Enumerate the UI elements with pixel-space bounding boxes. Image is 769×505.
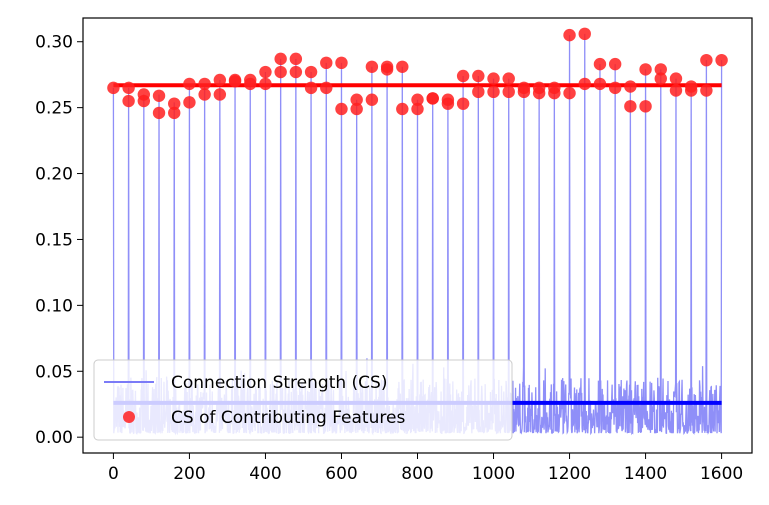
legend: Connection Strength (CS) CS of Contribut… bbox=[93, 359, 513, 441]
x-tick-label: 1200 bbox=[548, 464, 591, 484]
contributing-feature-point bbox=[213, 88, 227, 101]
contributing-feature-point bbox=[502, 85, 515, 99]
x-tick-label: 800 bbox=[401, 464, 433, 484]
x-axis: 0 200 400 600 800 1000 1200 1400 1600 bbox=[108, 453, 743, 484]
contributing-feature-point bbox=[684, 84, 698, 97]
contributing-feature-point bbox=[228, 75, 242, 88]
contributing-feature-point bbox=[289, 52, 303, 66]
contributing-feature-point bbox=[122, 94, 135, 108]
x-tick-label: 1400 bbox=[624, 464, 667, 484]
contributing-feature-point bbox=[304, 81, 318, 95]
y-tick-label: 0.15 bbox=[35, 230, 73, 250]
contributing-feature-point bbox=[456, 97, 470, 110]
contributing-feature-point bbox=[335, 56, 348, 70]
contributing-feature-point bbox=[456, 69, 470, 83]
contributing-feature-point bbox=[639, 100, 652, 113]
contributing-feature-point bbox=[411, 102, 424, 116]
contributing-feature-point bbox=[198, 77, 211, 91]
x-tick-label: 1000 bbox=[472, 464, 515, 484]
contributing-feature-point bbox=[715, 53, 728, 67]
y-tick-label: 0.00 bbox=[35, 428, 73, 448]
contributing-feature-point bbox=[654, 63, 667, 76]
x-tick-label: 200 bbox=[173, 464, 205, 484]
contributing-feature-point bbox=[168, 97, 181, 110]
contributing-feature-point bbox=[152, 89, 166, 102]
x-tick-label: 1600 bbox=[700, 464, 743, 484]
contributing-feature-point bbox=[624, 100, 637, 113]
contributing-feature-point bbox=[350, 102, 363, 116]
contributing-feature-point bbox=[411, 93, 424, 106]
contributing-feature-point bbox=[137, 94, 151, 108]
contributing-feature-point bbox=[320, 81, 333, 95]
contributing-feature-point bbox=[335, 102, 348, 116]
y-axis: 0.00 0.05 0.10 0.15 0.20 0.25 0.30 bbox=[35, 33, 83, 448]
contributing-feature-point bbox=[259, 65, 272, 79]
contributing-feature-point bbox=[396, 60, 409, 73]
contributing-feature-point bbox=[639, 63, 652, 76]
contributing-feature-point bbox=[578, 77, 591, 91]
contributing-feature-point bbox=[472, 85, 485, 99]
contributing-feature-point bbox=[320, 56, 333, 70]
contributing-feature-point bbox=[198, 88, 211, 101]
x-tick-label: 400 bbox=[249, 464, 281, 484]
contributing-feature-point bbox=[168, 106, 181, 120]
y-tick-label: 0.25 bbox=[35, 99, 73, 119]
x-tick-label: 600 bbox=[325, 464, 357, 484]
contributing-feature-point bbox=[700, 53, 713, 67]
contributing-feature-point bbox=[304, 65, 318, 79]
axes-frame bbox=[82, 17, 753, 454]
contributing-feature-point bbox=[517, 85, 531, 99]
legend-swatch-contributing-features bbox=[123, 411, 135, 423]
contributing-feature-point bbox=[183, 96, 196, 109]
legend-box bbox=[93, 359, 513, 441]
contributing-feature-point bbox=[654, 72, 667, 85]
contributing-feature-point bbox=[563, 28, 576, 42]
contributing-feature-point bbox=[183, 77, 196, 91]
contributing-feature-point bbox=[152, 106, 166, 120]
contributing-feature-point bbox=[669, 72, 683, 85]
legend-label-contributing-features: CS of Contributing Features bbox=[171, 408, 405, 428]
contributing-feature-point bbox=[472, 69, 485, 83]
contributing-feature-point bbox=[578, 27, 591, 41]
contributing-feature-point bbox=[548, 86, 561, 100]
contributing-feature-point bbox=[441, 97, 455, 110]
contributing-feature-point bbox=[487, 72, 500, 85]
contributing-feature-point bbox=[669, 84, 683, 97]
x-tick-label: 0 bbox=[108, 464, 119, 484]
contributing-feature-point bbox=[532, 86, 546, 100]
contributing-feature-point bbox=[289, 65, 303, 79]
contributing-feature-point bbox=[107, 81, 120, 95]
y-tick-label: 0.30 bbox=[35, 33, 73, 53]
contributing-feature-point bbox=[274, 65, 287, 79]
contributing-feature-point bbox=[244, 77, 257, 91]
contributing-feature-point bbox=[608, 81, 622, 95]
contributing-feature-point bbox=[396, 102, 409, 116]
contributing-feature-point bbox=[426, 92, 439, 105]
contributing-feature-point bbox=[502, 72, 515, 85]
contributing-feature-point bbox=[380, 63, 394, 76]
contributing-feature-point bbox=[563, 86, 576, 100]
contributing-feature-point bbox=[365, 60, 379, 73]
contributing-feature-point bbox=[213, 73, 227, 87]
contributing-feature-point bbox=[624, 80, 637, 93]
contributing-feature-point bbox=[365, 93, 379, 106]
contributing-feature-point bbox=[593, 77, 607, 91]
contributing-feature-point bbox=[122, 81, 135, 95]
contributing-feature-point bbox=[350, 93, 363, 106]
y-tick-label: 0.10 bbox=[35, 296, 73, 316]
contributing-feature-point bbox=[608, 57, 622, 71]
y-tick-label: 0.05 bbox=[35, 362, 73, 382]
plot-area bbox=[107, 27, 728, 436]
contributing-feature-point bbox=[700, 84, 713, 97]
y-tick-label: 0.20 bbox=[35, 165, 73, 185]
legend-label-connection-strength: Connection Strength (CS) bbox=[171, 373, 387, 393]
contributing-feature-point bbox=[274, 52, 287, 66]
contributing-feature-point bbox=[259, 77, 272, 91]
contributing-feature-point bbox=[487, 85, 500, 99]
contributing-feature-point bbox=[593, 57, 607, 71]
